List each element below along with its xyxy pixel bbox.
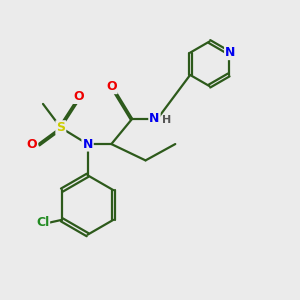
Text: O: O — [106, 80, 117, 93]
Text: O: O — [27, 138, 37, 151]
Text: O: O — [74, 90, 84, 103]
Text: H: H — [162, 115, 172, 125]
Text: S: S — [56, 121, 65, 134]
Text: N: N — [149, 112, 160, 125]
Text: Cl: Cl — [36, 216, 49, 229]
Text: N: N — [82, 138, 93, 151]
Text: N: N — [225, 46, 236, 59]
